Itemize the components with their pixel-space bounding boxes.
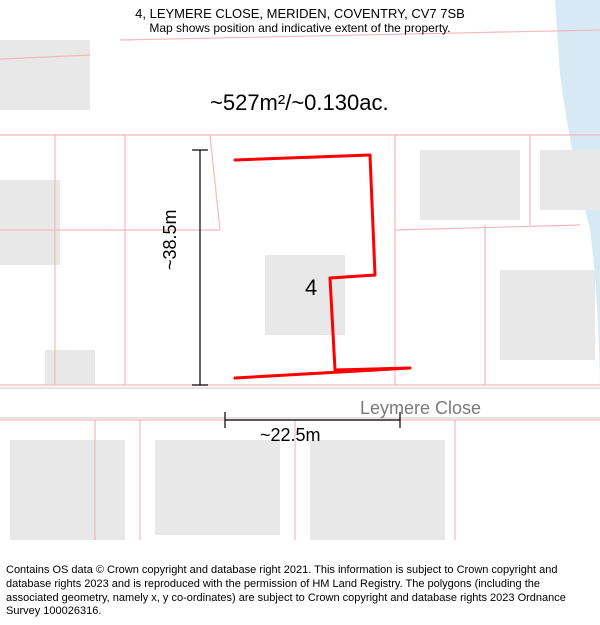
width-dimension-label: ~22.5m [260,425,321,446]
height-dimension-label: ~38.5m [160,209,181,270]
area-label: ~527m²/~0.130ac. [210,90,389,116]
property-number-label: 4 [305,275,317,301]
map-canvas: ~527m²/~0.130ac. ~22.5m ~38.5m Leymere C… [0,0,600,540]
street-name-label: Leymere Close [360,398,481,419]
page-subtitle: Map shows position and indicative extent… [0,21,600,35]
page-title: 4, LEYMERE CLOSE, MERIDEN, COVENTRY, CV7… [0,6,600,21]
copyright-footer: Contains OS data © Crown copyright and d… [6,564,594,619]
header: 4, LEYMERE CLOSE, MERIDEN, COVENTRY, CV7… [0,6,600,35]
map-svg [0,0,600,540]
